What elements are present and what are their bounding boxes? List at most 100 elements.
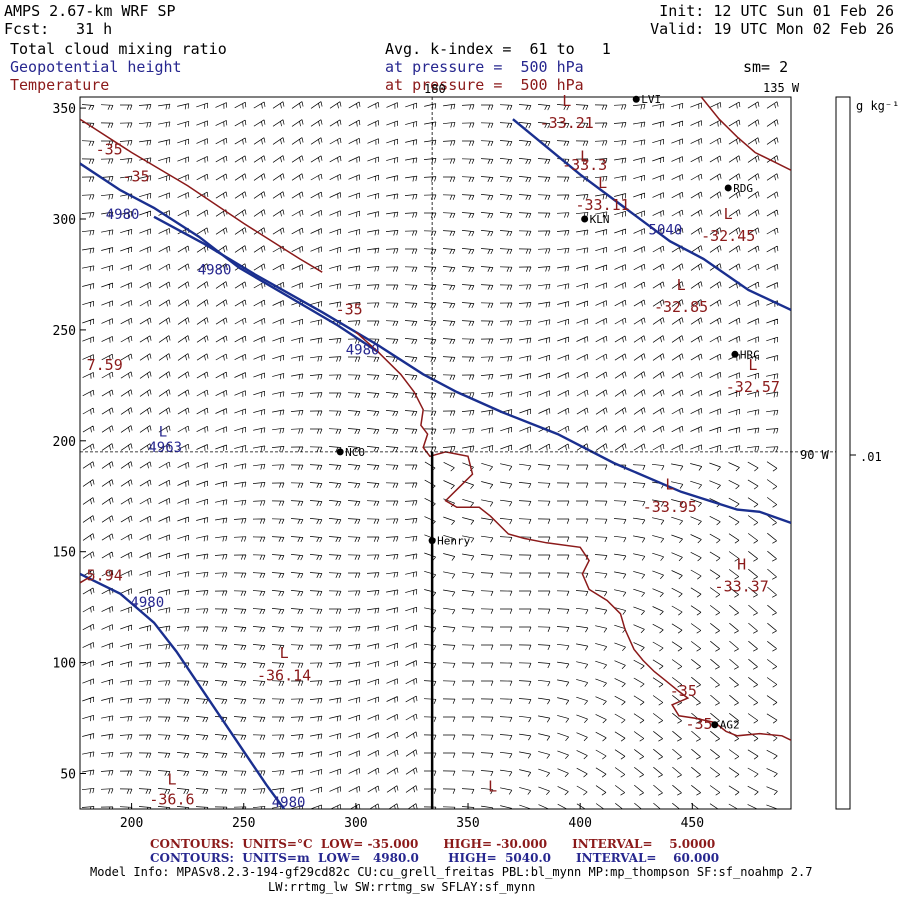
temperature-label: -32.45 bbox=[701, 227, 755, 245]
station-dot bbox=[581, 215, 589, 223]
x-tick-label: 350 bbox=[456, 816, 479, 831]
temperature-label: -33.3 bbox=[562, 156, 607, 174]
height-label: 4980 bbox=[346, 342, 380, 358]
x-axis: 200 250 300 350 400 450 bbox=[120, 803, 704, 831]
height-label: 4963 bbox=[148, 440, 182, 456]
temperature-label: L bbox=[488, 777, 497, 795]
x-tick-label: 400 bbox=[568, 816, 591, 831]
y-tick-label: 350 bbox=[53, 102, 76, 117]
pressure-level-2: at pressure = 500 hPa bbox=[385, 76, 584, 94]
temperature-labels: -35-35-357.595.94-35-35L-33.21L-33.3L-33… bbox=[87, 92, 780, 809]
temperature-label: -35 bbox=[670, 682, 697, 700]
temperature-label: L bbox=[562, 92, 571, 110]
height-contour bbox=[80, 572, 286, 809]
temperature-contour bbox=[700, 97, 791, 171]
model-title: AMPS 2.67-km WRF SP bbox=[4, 2, 176, 20]
colorbar-tick: .01 bbox=[860, 450, 882, 464]
temperature-label: L bbox=[724, 205, 733, 223]
field-geopotential: Geopotential height bbox=[10, 58, 182, 76]
station-dot bbox=[428, 537, 436, 545]
station-label: Henry bbox=[437, 535, 470, 548]
colorbar bbox=[835, 96, 851, 810]
station-label: HRC bbox=[740, 348, 760, 361]
temperature-contour bbox=[80, 575, 92, 584]
temperature-label: -33.11 bbox=[576, 196, 630, 214]
forecast-value: 31 h bbox=[76, 20, 113, 38]
station-dot bbox=[724, 184, 732, 192]
smoothing: sm= 2 bbox=[743, 58, 789, 76]
temperature-label: -35 bbox=[336, 300, 363, 318]
temperature-contour bbox=[80, 118, 323, 273]
height-label: 5040 bbox=[649, 223, 683, 239]
temperature-contour bbox=[355, 331, 791, 741]
temperature-label: L bbox=[665, 476, 674, 494]
height-contour bbox=[153, 215, 791, 525]
station-label: NCO bbox=[345, 446, 365, 459]
temperature-label: H bbox=[737, 555, 746, 573]
field-cloud-mixing: Total cloud mixing ratio bbox=[10, 40, 227, 58]
geopotential-contours bbox=[80, 118, 791, 809]
temperature-label: L bbox=[677, 276, 686, 294]
temperature-label: -36.6 bbox=[149, 791, 194, 809]
wind-barb-field bbox=[81, 101, 779, 809]
temperature-label: -33.95 bbox=[643, 498, 697, 516]
y-tick-label: 200 bbox=[53, 435, 76, 450]
lon-label-135w: 135 W bbox=[763, 81, 800, 95]
station-dot bbox=[731, 350, 739, 358]
cross-section-guides bbox=[80, 97, 836, 809]
plot-frame bbox=[79, 96, 792, 810]
temperature-label: -33.37 bbox=[715, 578, 769, 596]
field-temperature: Temperature bbox=[10, 76, 110, 94]
lon-label-90w: 90 W bbox=[800, 448, 829, 462]
valid-time: Valid: 19 UTC Mon 02 Feb 26 bbox=[650, 20, 894, 38]
model-info-physics: LW:rrtmg_lw SW:rrtmg_sw SFLAY:sf_mynn bbox=[268, 880, 536, 894]
x-tick-label: 450 bbox=[681, 816, 704, 831]
temperature-contours bbox=[80, 97, 791, 741]
avg-k-index: Avg. k-index = 61 to 1 bbox=[385, 40, 611, 58]
height-contour-info: CONTOURS: UNITS=m LOW= 4980.0 HIGH= 5040… bbox=[150, 851, 720, 865]
temperature-label: L bbox=[748, 356, 757, 374]
station-dot bbox=[336, 448, 344, 456]
height-contour bbox=[512, 118, 791, 311]
temperature-label: -35 bbox=[96, 141, 123, 159]
temperature-label: 7.59 bbox=[87, 356, 123, 374]
station-label: AG2 bbox=[720, 719, 740, 732]
temperature-label: L bbox=[167, 771, 176, 789]
lon-label-180: 180 bbox=[424, 82, 446, 96]
station-dot bbox=[711, 721, 719, 729]
height-label: L bbox=[159, 424, 167, 440]
station-label: RDG bbox=[733, 182, 753, 195]
temperature-label: -35 bbox=[123, 167, 150, 185]
x-tick-label: 250 bbox=[232, 816, 255, 831]
temperature-label: -32.57 bbox=[726, 378, 780, 396]
y-tick-label: 300 bbox=[53, 213, 76, 228]
temperature-label: -32.85 bbox=[654, 298, 708, 316]
temperature-label: L bbox=[598, 174, 607, 192]
height-label: 4980 bbox=[130, 595, 164, 611]
init-time: Init: 12 UTC Sun 01 Feb 26 bbox=[659, 2, 894, 20]
wind-barbs bbox=[81, 101, 779, 809]
station-label: LVI bbox=[641, 93, 661, 106]
station-label: KLN bbox=[590, 213, 610, 226]
y-tick-label: 100 bbox=[53, 657, 76, 672]
y-tick-label: 150 bbox=[53, 546, 76, 561]
temperature-label: -36.14 bbox=[257, 666, 311, 684]
temperature-label: 5.94 bbox=[87, 567, 123, 585]
height-label: 4980 bbox=[106, 207, 140, 223]
temperature-label: L bbox=[580, 147, 589, 165]
temperature-label: -35 bbox=[685, 715, 712, 733]
height-label: 4980 bbox=[272, 795, 306, 811]
model-info: Model Info: MPASv8.2.3-194-gf29cd82c CU:… bbox=[90, 865, 813, 879]
pressure-level-1: at pressure = 500 hPa bbox=[385, 58, 584, 76]
x-tick-label: 300 bbox=[344, 816, 367, 831]
forecast-label: Fcst: bbox=[4, 20, 50, 38]
station-markers: NCO Henry KLN RDG HRC AG2 LVI bbox=[336, 93, 760, 732]
x-tick-label: 200 bbox=[120, 816, 143, 831]
temperature-label: -33.21 bbox=[540, 114, 594, 132]
temperature-label: L bbox=[280, 644, 289, 662]
station-dot bbox=[632, 95, 640, 103]
y-axis: 50 100 150 200 250 300 350 bbox=[53, 102, 86, 783]
y-tick-label: 50 bbox=[60, 768, 76, 783]
